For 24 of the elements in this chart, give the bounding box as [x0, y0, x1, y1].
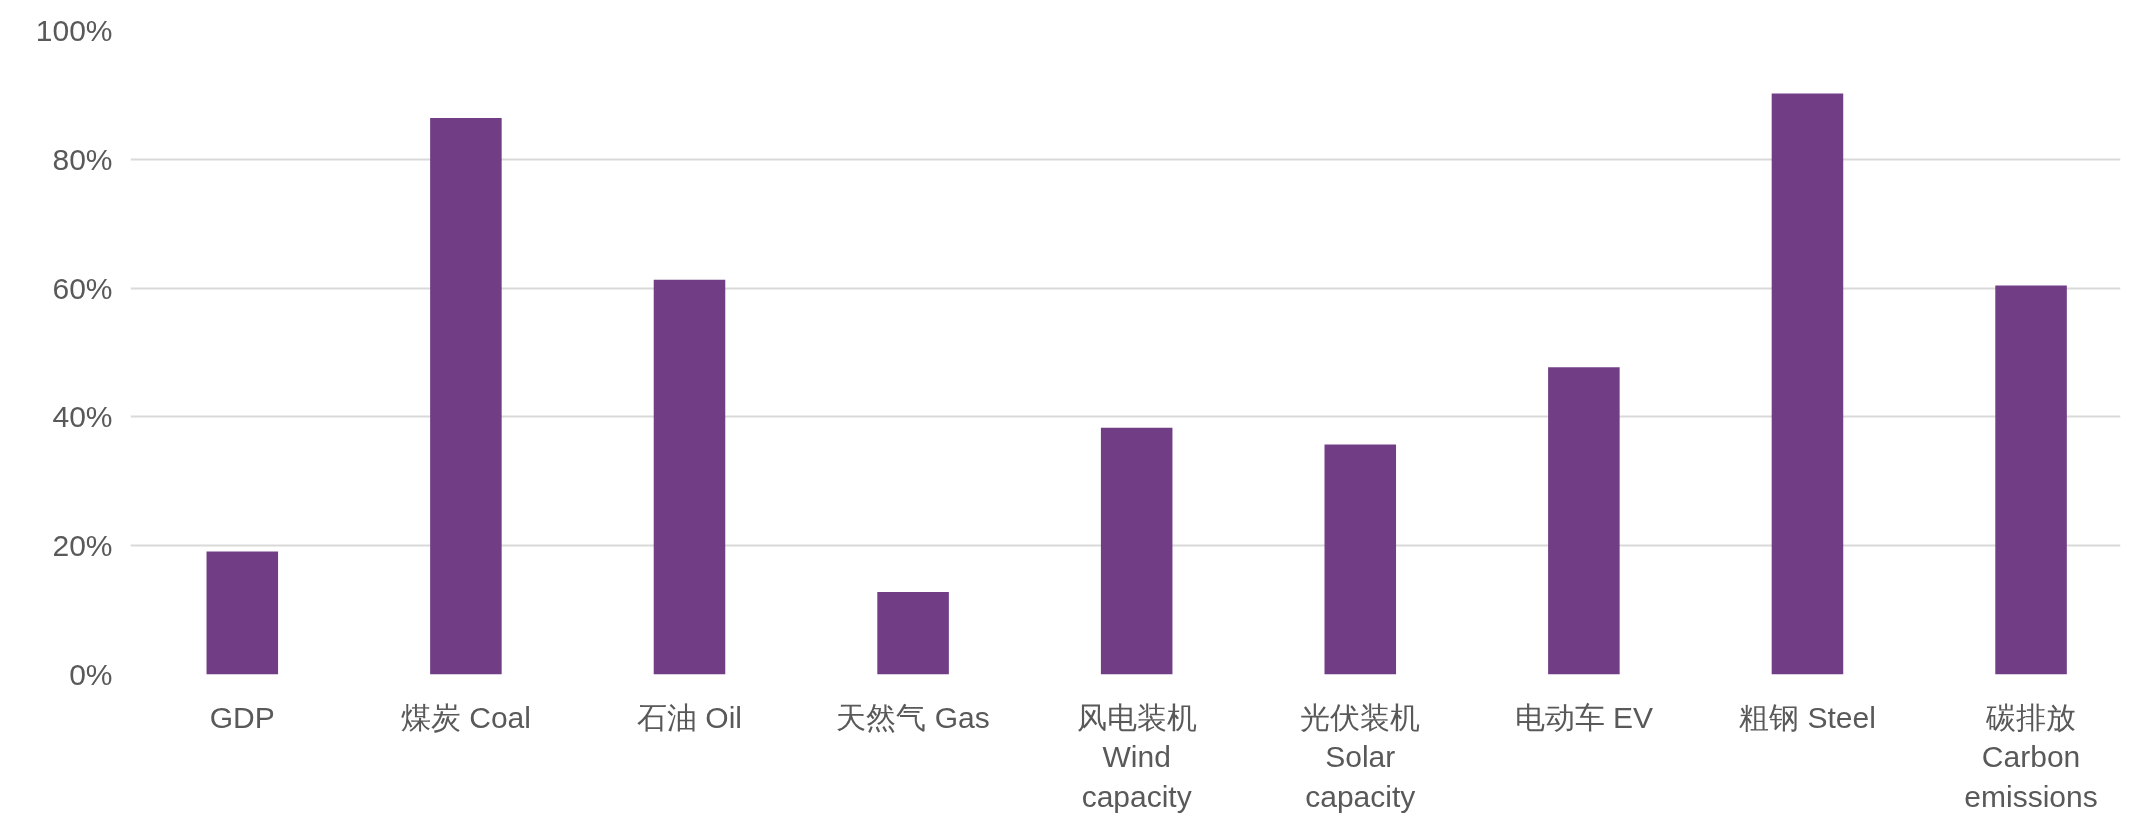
- bar: [1548, 367, 1620, 675]
- bar: [430, 118, 502, 675]
- y-tick-label: 40%: [52, 400, 113, 434]
- y-tick-label: 100%: [35, 14, 113, 47]
- x-tick-label: 石油 Oil: [636, 700, 742, 734]
- x-tick-label: GDP: [209, 700, 275, 734]
- x-tick-label: 天然气 Gas: [836, 700, 990, 734]
- y-tick-label: 20%: [52, 529, 113, 563]
- x-tick-label: 电动车 EV: [1514, 700, 1654, 734]
- bar: [1324, 444, 1397, 675]
- bar: [206, 551, 279, 675]
- bar: [653, 279, 726, 675]
- x-tick-label: 煤炭 Coal: [400, 700, 531, 734]
- y-tick-label: 80%: [52, 142, 113, 176]
- x-tick-label: 风电装机 Wind capacity: [1076, 700, 1197, 813]
- x-tick-label: 光伏装机 Solar capacity: [1300, 700, 1421, 813]
- bar: [1995, 285, 2067, 675]
- bar: [1771, 93, 1844, 675]
- y-tick-label: 60%: [52, 271, 113, 305]
- x-tick-label: 粗钢 Steel: [1739, 700, 1876, 734]
- bar: [1100, 427, 1173, 675]
- bar: [877, 592, 949, 675]
- x-tick-label: 碳排放 Carbon emissions: [1964, 700, 2098, 813]
- y-tick-label: 0%: [69, 658, 113, 691]
